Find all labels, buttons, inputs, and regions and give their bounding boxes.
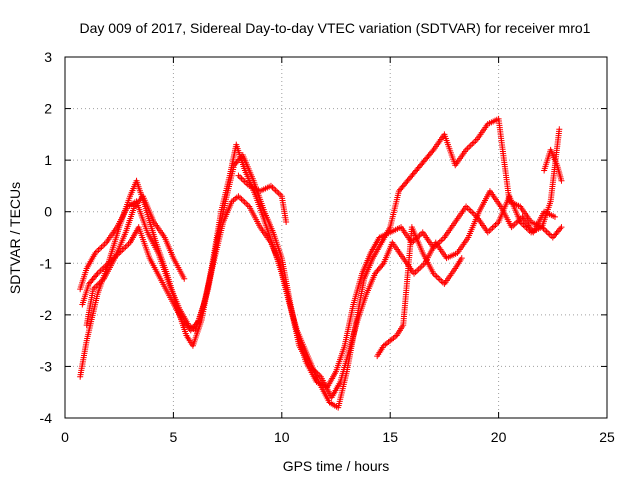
data-point [472, 137, 479, 144]
chart-title: Day 009 of 2017, Sidereal Day-to-day VTE… [80, 20, 591, 36]
data-point [458, 255, 465, 262]
data-point [283, 219, 290, 226]
y-tick-label: -3 [40, 358, 53, 374]
data-point [195, 318, 202, 325]
data-point [466, 206, 473, 213]
data-point [489, 224, 496, 231]
data-point [415, 266, 422, 273]
data-point [464, 145, 471, 152]
data-point [379, 261, 386, 268]
axis-ticks: 0 5 10 15 20 25 -4 -3 -2 -1 0 1 2 3 [40, 49, 615, 445]
data-point [467, 207, 474, 214]
y-axis-label: SDTVAR / TECUs [7, 182, 23, 294]
data-point [236, 174, 243, 181]
data-point [100, 242, 107, 249]
data-point [238, 175, 245, 182]
data-point [93, 272, 100, 279]
data-point [274, 188, 281, 195]
x-axis-label: GPS time / hours [283, 458, 390, 474]
data-point [467, 142, 474, 149]
data-point [545, 230, 552, 237]
data-point [487, 226, 494, 233]
data-point [240, 197, 247, 204]
x-tick-label: 20 [491, 429, 507, 445]
data-point [275, 190, 282, 197]
data-point [557, 225, 564, 232]
y-tick-label: -4 [40, 410, 53, 426]
data-point [414, 267, 421, 274]
x-tick-label: 0 [61, 429, 69, 445]
data-point [558, 224, 565, 231]
data-point [96, 269, 103, 276]
y-tick-label: 3 [44, 49, 52, 65]
data-point [556, 126, 563, 133]
data-point [269, 184, 276, 191]
data-point [511, 221, 518, 228]
data-point [470, 139, 477, 146]
data-point [490, 223, 497, 230]
data-point [469, 140, 476, 147]
data-point [96, 245, 103, 252]
data-point [235, 172, 242, 179]
data-point [98, 244, 105, 251]
data-point [435, 275, 442, 282]
data-points [77, 115, 565, 411]
x-tick-label: 25 [599, 429, 615, 445]
data-point [95, 247, 102, 254]
data-point [429, 148, 436, 155]
y-tick-label: -1 [40, 255, 53, 271]
data-point [272, 187, 279, 194]
x-tick-label: 10 [274, 429, 290, 445]
data-point [543, 228, 550, 235]
data-point [181, 275, 188, 282]
data-point [418, 263, 425, 270]
data-point [101, 241, 108, 248]
data-point [122, 244, 129, 251]
data-point [551, 213, 558, 220]
data-point [438, 237, 445, 244]
data-point [417, 264, 424, 271]
data-point [97, 267, 104, 274]
data-point [466, 143, 473, 150]
data-point [546, 231, 553, 238]
x-tick-label: 5 [170, 429, 178, 445]
x-tick-label: 15 [382, 429, 398, 445]
data-point [241, 178, 248, 185]
y-tick-label: 1 [44, 152, 52, 168]
y-tick-label: 0 [44, 204, 52, 220]
data-point [439, 235, 446, 242]
data-point [469, 209, 476, 216]
data-point [240, 177, 247, 184]
data-point [433, 273, 440, 280]
data-point [558, 177, 565, 184]
data-point [492, 221, 499, 228]
data-point [236, 194, 243, 201]
data-point [436, 276, 443, 283]
data-point [123, 242, 130, 249]
data-point [243, 200, 250, 207]
y-tick-label: 2 [44, 101, 52, 117]
y-tick-label: -2 [40, 307, 53, 323]
data-point [438, 277, 445, 284]
plot-frame [64, 56, 608, 419]
data-point [241, 199, 248, 206]
